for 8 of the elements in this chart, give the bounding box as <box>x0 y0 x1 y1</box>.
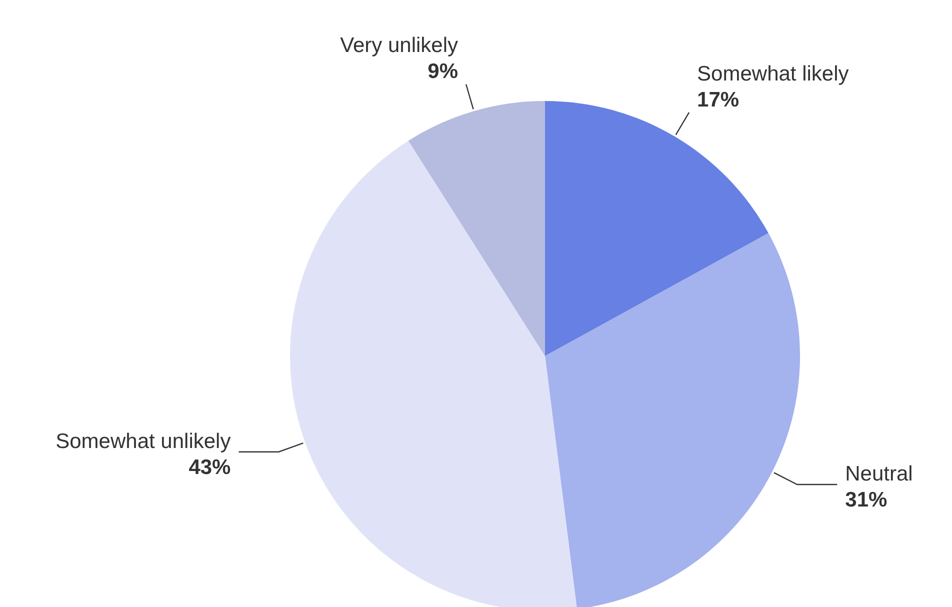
data-label: 9% <box>428 60 458 84</box>
data-label: 31% <box>845 488 888 512</box>
slice-label: Neutral <box>845 462 913 486</box>
slice-label: Somewhat unlikely <box>56 430 232 453</box>
slice-label: Very unlikely <box>340 34 459 58</box>
data-label: 17% <box>697 88 740 112</box>
slice-label: Somewhat likely <box>697 62 850 86</box>
data-label: 43% <box>188 456 232 479</box>
